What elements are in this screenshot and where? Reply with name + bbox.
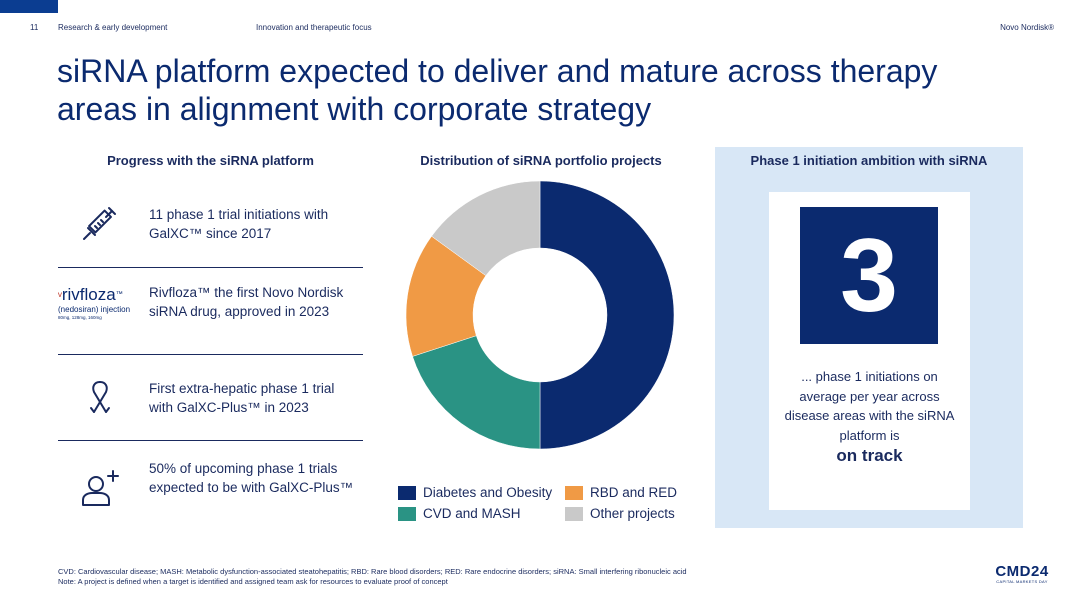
awareness-ribbon-icon (78, 375, 122, 419)
progress-heading: Progress with the siRNA platform (107, 153, 314, 168)
footnote-abbreviations: CVD: Cardiovascular disease; MASH: Metab… (58, 567, 687, 576)
ambition-heading: Phase 1 initiation ambition with siRNA (750, 153, 988, 168)
logo-sub: CAPITAL MARKETS DAY (996, 579, 1048, 584)
accent-bar (0, 0, 58, 13)
legend-item-diabetes: Diabetes and Obesity (398, 485, 552, 500)
progress-text: Rivfloza™ the first Novo Nordisk siRNA d… (149, 285, 344, 319)
progress-item-rivfloza: ᵛrivfloza™ (nedosiran) injection 80mg, 1… (58, 268, 363, 355)
section-label: Research & early development (58, 23, 168, 32)
cmd24-logo: CMD24 CAPITAL MARKETS DAY (992, 563, 1052, 584)
header: 11 Research & early development Innovati… (30, 23, 1054, 37)
ambition-text: ... phase 1 initiations on average per y… (784, 369, 955, 443)
legend-label: Other projects (590, 506, 675, 521)
ambition-panel: Phase 1 initiation ambition with siRNA 3… (715, 147, 1023, 528)
progress-item-extrahepatic: First extra-hepatic phase 1 trial with G… (58, 355, 363, 441)
rivfloza-logo-dosage: 80mg, 128mg, 160mg (58, 315, 102, 320)
divider (58, 354, 363, 355)
page-number: 11 (30, 23, 39, 32)
rivfloza-logo: ᵛrivfloza™ (nedosiran) injection 80mg, 1… (58, 285, 131, 321)
legend-label: RBD and RED (590, 485, 678, 500)
subsection-label: Innovation and therapeutic focus (256, 23, 372, 32)
progress-text: 50% of upcoming phase 1 trials expected … (149, 461, 354, 495)
legend-item-rbd: RBD and RED (565, 485, 677, 500)
rivfloza-logo-sub: (nedosiran) injection (58, 305, 131, 314)
donut-slice-other-projects (431, 180, 541, 276)
rivfloza-logo-name: rivfloza (61, 285, 116, 304)
progress-text: 11 phase 1 trial initiations with GalXC™… (149, 207, 329, 241)
legend-swatch (398, 485, 416, 500)
ambition-status: on track (836, 446, 903, 465)
add-person-icon (78, 466, 122, 510)
footnote-note: Note: A project is defined when a target… (58, 577, 448, 586)
progress-text: First extra-hepatic phase 1 trial with G… (149, 381, 335, 415)
legend-swatch (565, 506, 583, 521)
syringe-icon (78, 201, 122, 245)
ambition-number: 3 (800, 207, 938, 344)
donut-slice-diabetes-and-obesity (539, 180, 675, 450)
logo-main: CMD24 (995, 563, 1049, 580)
donut-chart (405, 180, 675, 450)
donut-slice-cvd-and-mash (412, 335, 541, 450)
page-title: siRNA platform expected to deliver and m… (57, 53, 938, 127)
progress-item-galxc-plus: 50% of upcoming phase 1 trials expected … (58, 441, 363, 531)
legend-item-other: Other projects (565, 506, 675, 521)
legend-swatch (565, 485, 583, 500)
footnotes: CVD: Cardiovascular disease; MASH: Metab… (58, 567, 938, 587)
legend-label: Diabetes and Obesity (423, 485, 553, 500)
divider (58, 440, 363, 441)
legend-item-cvd: CVD and MASH (398, 506, 521, 521)
chart-title: Distribution of siRNA portfolio projects (420, 153, 662, 168)
divider (58, 267, 363, 268)
legend-swatch (398, 506, 416, 521)
legend-label: CVD and MASH (423, 506, 521, 521)
company-name: Novo Nordisk® (1000, 23, 1054, 32)
progress-item-galxc: 11 phase 1 trial initiations with GalXC™… (58, 183, 363, 268)
ambition-card: 3 ... phase 1 initiations on average per… (769, 192, 970, 510)
